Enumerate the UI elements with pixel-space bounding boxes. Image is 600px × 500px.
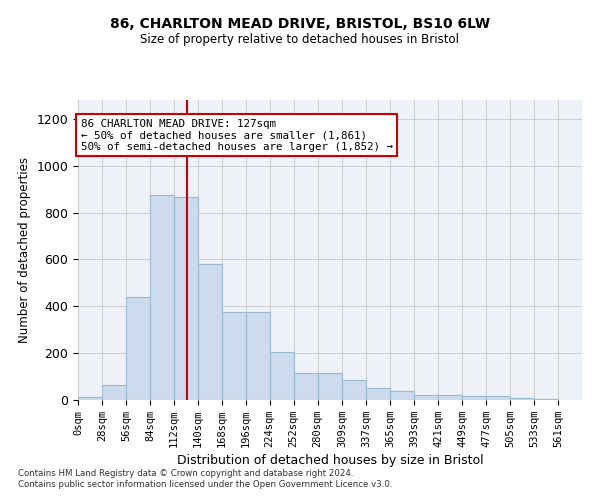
- Bar: [534, 399, 558, 400]
- Bar: [438, 396, 462, 400]
- Text: 86 CHARLTON MEAD DRIVE: 127sqm
← 50% of detached houses are smaller (1,861)
50% : 86 CHARLTON MEAD DRIVE: 127sqm ← 50% of …: [80, 118, 392, 152]
- Bar: [269, 352, 293, 400]
- Bar: [343, 380, 367, 400]
- Bar: [174, 198, 198, 400]
- X-axis label: Distribution of detached houses by size in Bristol: Distribution of detached houses by size …: [176, 454, 484, 467]
- Text: Contains public sector information licensed under the Open Government Licence v3: Contains public sector information licen…: [18, 480, 392, 489]
- Bar: [414, 396, 438, 400]
- Text: Contains HM Land Registry data © Crown copyright and database right 2024.: Contains HM Land Registry data © Crown c…: [18, 468, 353, 477]
- Bar: [78, 397, 102, 400]
- Bar: [150, 195, 174, 400]
- Bar: [246, 312, 269, 400]
- Text: 86, CHARLTON MEAD DRIVE, BRISTOL, BS10 6LW: 86, CHARLTON MEAD DRIVE, BRISTOL, BS10 6…: [110, 18, 490, 32]
- Bar: [222, 312, 246, 400]
- Bar: [126, 297, 150, 400]
- Bar: [462, 396, 486, 400]
- Bar: [198, 264, 222, 400]
- Y-axis label: Number of detached properties: Number of detached properties: [18, 157, 31, 343]
- Bar: [367, 388, 391, 400]
- Bar: [102, 385, 126, 400]
- Bar: [391, 390, 414, 400]
- Bar: [293, 373, 317, 400]
- Bar: [486, 396, 510, 400]
- Bar: [510, 398, 534, 400]
- Bar: [317, 373, 343, 400]
- Text: Size of property relative to detached houses in Bristol: Size of property relative to detached ho…: [140, 32, 460, 46]
